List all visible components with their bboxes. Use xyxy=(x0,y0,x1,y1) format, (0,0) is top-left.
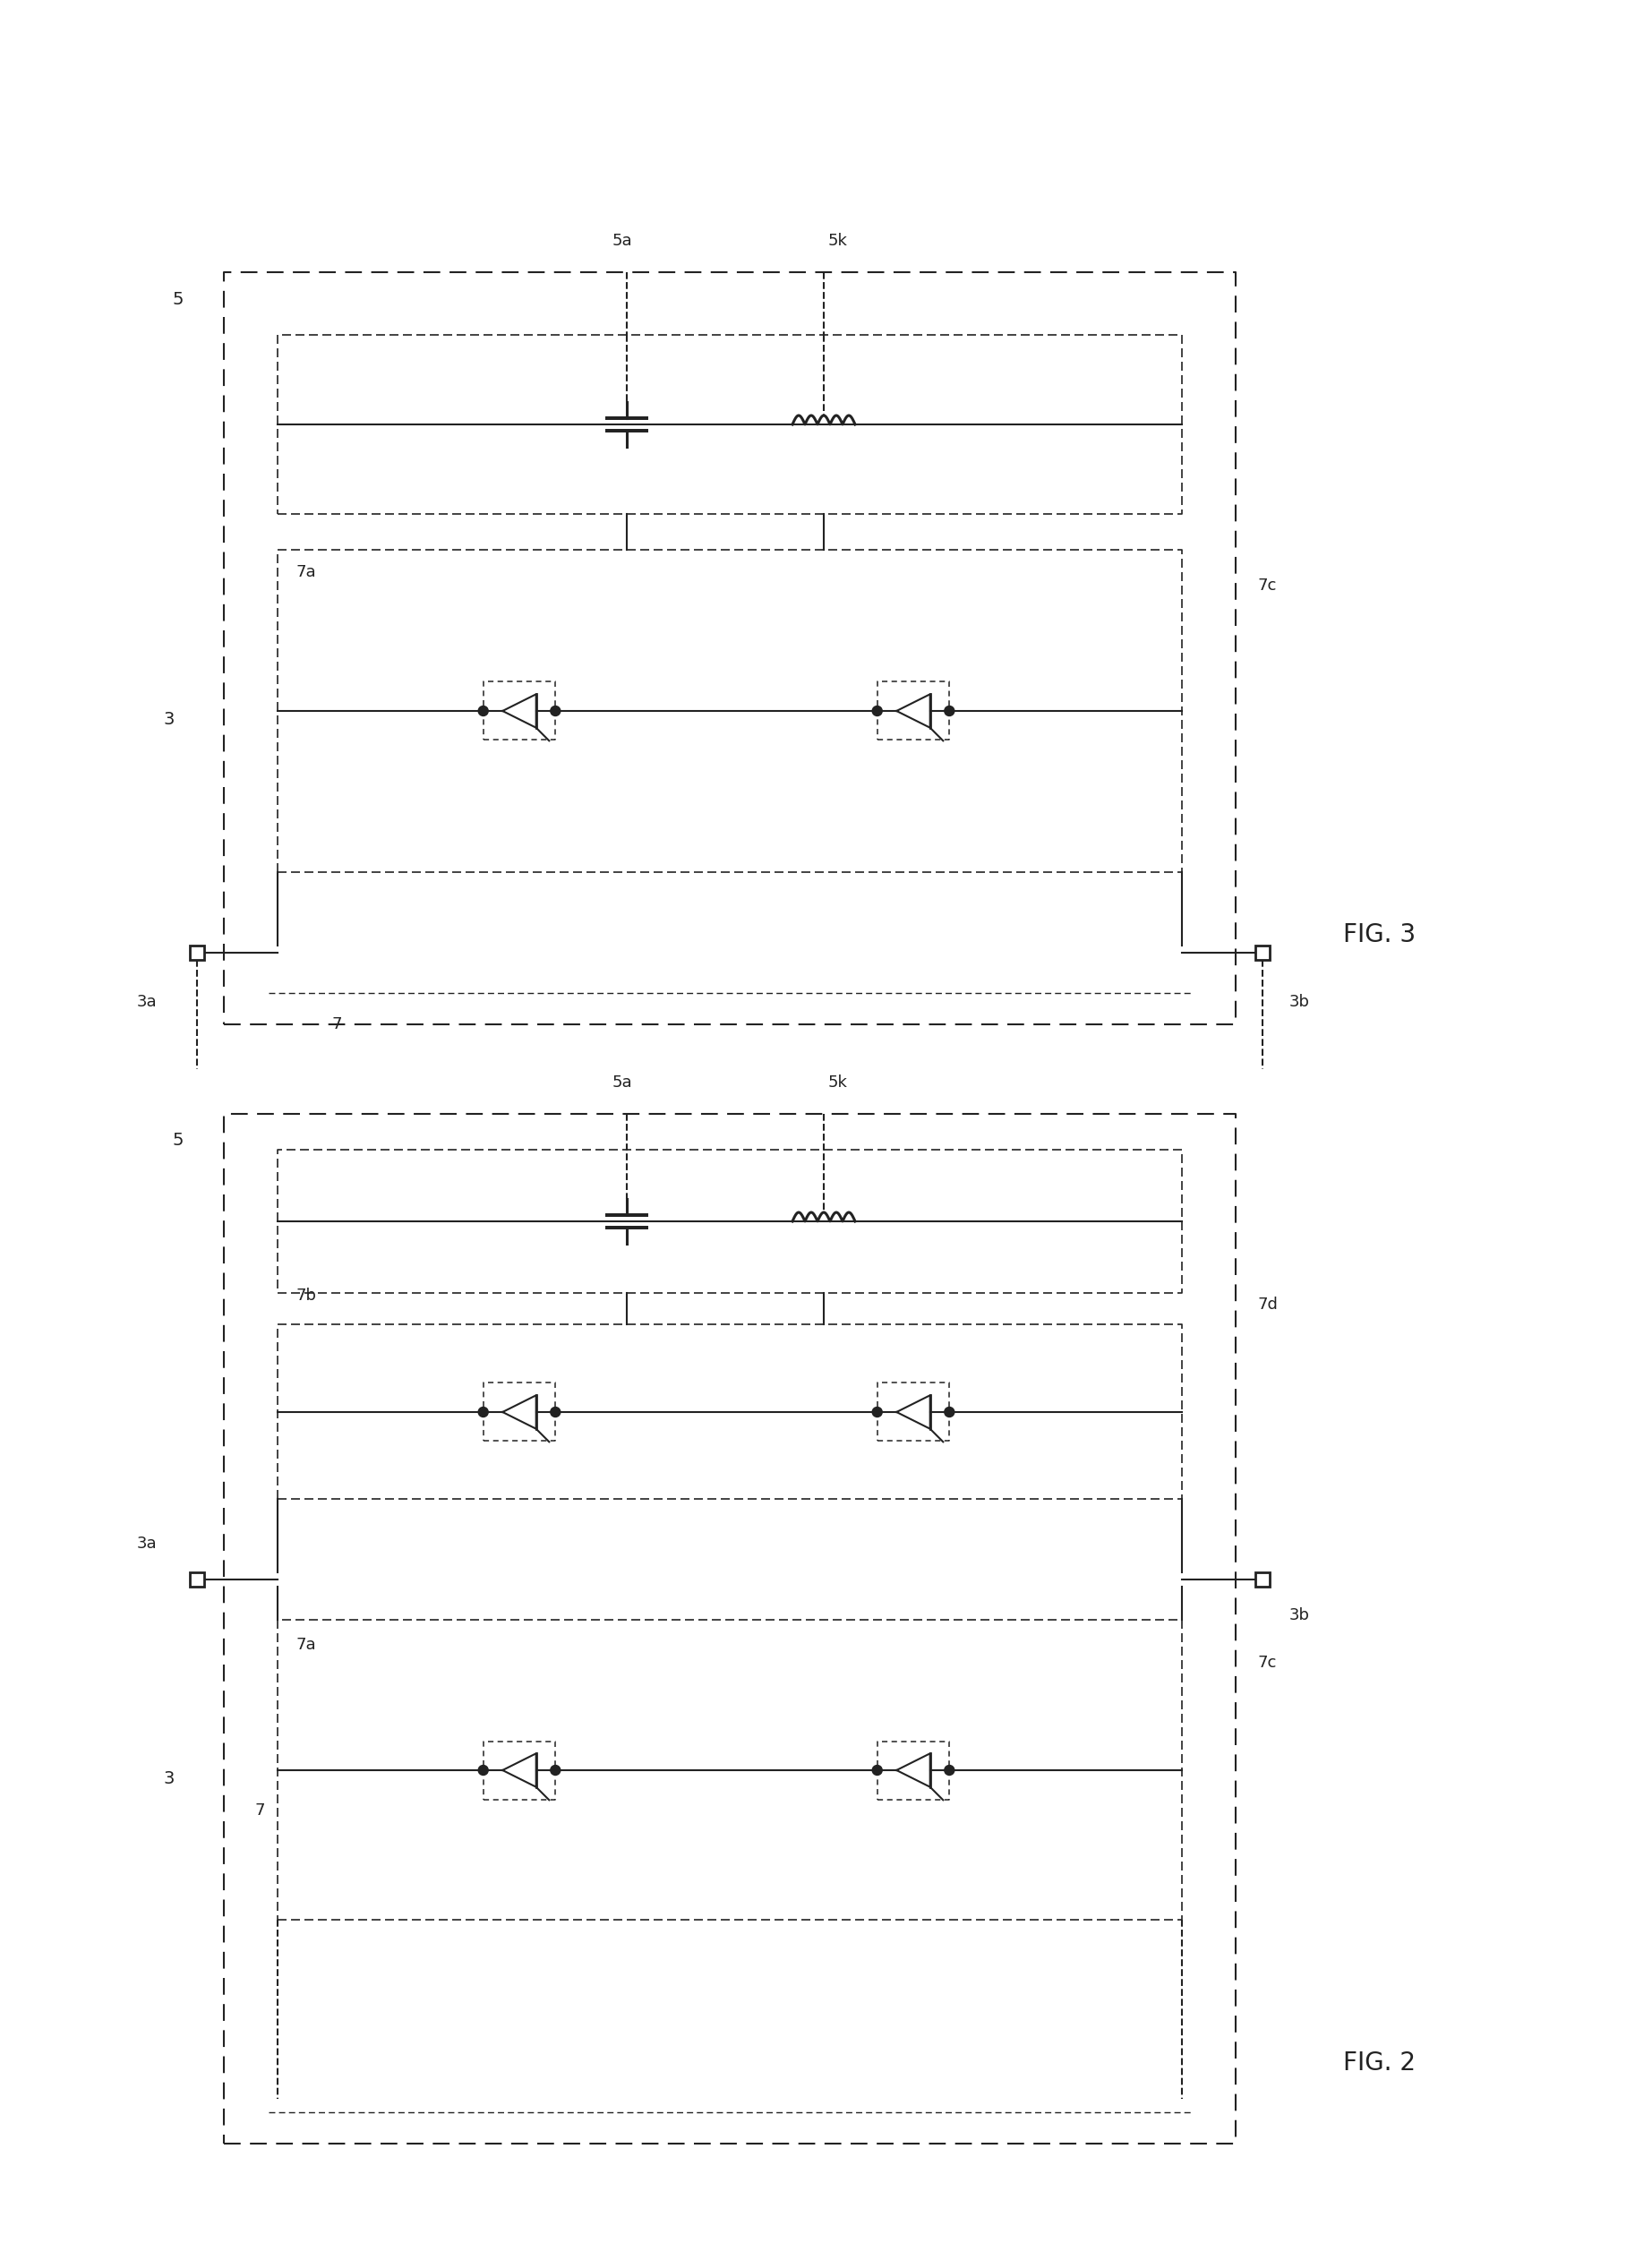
Polygon shape xyxy=(502,1754,537,1788)
Text: 7b: 7b xyxy=(296,1288,316,1304)
Circle shape xyxy=(872,1765,882,1774)
Text: 3a: 3a xyxy=(137,1535,157,1553)
Text: 5a: 5a xyxy=(613,233,633,249)
Circle shape xyxy=(945,1765,955,1774)
Text: 7c: 7c xyxy=(1259,1654,1277,1670)
Text: 7a: 7a xyxy=(296,565,316,581)
Text: 7: 7 xyxy=(332,1017,342,1033)
Circle shape xyxy=(550,1765,560,1774)
Text: 3: 3 xyxy=(164,712,175,728)
Circle shape xyxy=(550,1408,560,1417)
Text: 7: 7 xyxy=(254,1803,266,1819)
Circle shape xyxy=(945,705,955,716)
Circle shape xyxy=(479,705,489,716)
Text: FIG. 2: FIG. 2 xyxy=(1343,2050,1416,2075)
Bar xyxy=(1256,945,1270,960)
Bar xyxy=(190,1573,205,1587)
Circle shape xyxy=(872,1408,882,1417)
Text: 5: 5 xyxy=(172,292,183,307)
Text: 5: 5 xyxy=(172,1132,183,1150)
Text: FIG. 3: FIG. 3 xyxy=(1343,922,1416,947)
Bar xyxy=(1256,1573,1270,1587)
Circle shape xyxy=(872,705,882,716)
Circle shape xyxy=(479,1408,489,1417)
Polygon shape xyxy=(502,1394,537,1428)
Circle shape xyxy=(945,1408,955,1417)
Circle shape xyxy=(479,1765,489,1774)
Text: 3a: 3a xyxy=(137,994,157,1010)
Polygon shape xyxy=(897,694,930,728)
Bar xyxy=(190,945,205,960)
Text: 5k: 5k xyxy=(828,233,847,249)
Text: 3: 3 xyxy=(164,1770,175,1788)
Text: 3b: 3b xyxy=(1289,994,1310,1010)
Polygon shape xyxy=(897,1394,930,1428)
Polygon shape xyxy=(502,694,537,728)
Polygon shape xyxy=(897,1754,930,1788)
Text: 3b: 3b xyxy=(1289,1607,1310,1623)
Text: 5a: 5a xyxy=(613,1073,633,1092)
Text: 7c: 7c xyxy=(1259,579,1277,594)
Text: 7d: 7d xyxy=(1259,1297,1279,1313)
Circle shape xyxy=(550,705,560,716)
Text: 5k: 5k xyxy=(828,1073,847,1092)
Text: 7a: 7a xyxy=(296,1636,316,1652)
